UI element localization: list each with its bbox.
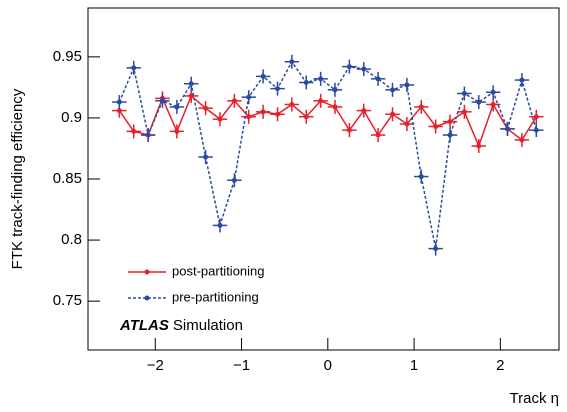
legend-marker: [144, 295, 150, 301]
point: [418, 174, 424, 180]
point: [461, 91, 467, 96]
point: [131, 128, 137, 134]
point: [188, 93, 194, 99]
point: [231, 177, 237, 183]
point: [289, 59, 295, 65]
annotation-bold: ATLAS: [119, 317, 169, 334]
annotation-normal: Simulation: [173, 317, 243, 334]
series-line: [118, 60, 538, 249]
point: [231, 98, 237, 104]
point: [490, 101, 496, 107]
point: [318, 98, 324, 104]
point: [289, 101, 295, 107]
point: [433, 123, 439, 129]
point: [476, 143, 482, 149]
point: [260, 73, 266, 79]
point: [505, 126, 511, 132]
point: [361, 66, 367, 72]
point: [188, 81, 194, 87]
point: [131, 65, 137, 71]
x-tick-label: 2: [496, 357, 504, 374]
point: [476, 99, 482, 105]
point: [303, 114, 309, 120]
point: [203, 154, 209, 160]
point: [433, 246, 439, 252]
x-tick-label: 1: [410, 357, 418, 374]
point: [447, 132, 453, 138]
point: [159, 98, 165, 104]
series-line: [118, 94, 537, 149]
point: [490, 89, 496, 95]
x-tick-label: −2: [147, 357, 164, 374]
point: [519, 77, 525, 83]
point: [418, 104, 424, 110]
y-tick-label: 0.75: [53, 292, 82, 309]
legend-label: pre-partitioning: [172, 289, 259, 304]
point: [145, 132, 151, 138]
point: [404, 121, 410, 127]
y-tick-label: 0.9: [61, 109, 82, 126]
point: [447, 119, 453, 125]
point: [217, 116, 223, 122]
y-tick-label: 0.95: [53, 48, 82, 65]
point: [519, 137, 525, 143]
point: [375, 76, 381, 82]
point: [332, 87, 338, 93]
point: [246, 94, 252, 100]
y-axis-label: FTK track-finding efficiency: [9, 88, 26, 269]
point: [174, 128, 180, 134]
point: [461, 109, 467, 115]
point: [217, 222, 223, 228]
point: [318, 76, 324, 82]
y-tick-label: 0.85: [53, 170, 82, 187]
point: [346, 127, 352, 133]
point: [346, 64, 352, 70]
legend-label: post-partitioning: [172, 263, 265, 278]
point: [260, 109, 266, 115]
point: [404, 82, 410, 88]
x-axis-label: Track η: [510, 390, 559, 407]
point: [390, 87, 396, 93]
point: [116, 99, 122, 105]
point: [533, 114, 539, 120]
point: [246, 114, 252, 120]
x-tick-label: 0: [324, 357, 332, 374]
point: [361, 108, 367, 114]
legend-marker: [144, 269, 150, 275]
point: [332, 104, 338, 110]
point: [275, 111, 281, 117]
point: [533, 127, 539, 133]
point: [275, 86, 281, 92]
y-tick-label: 0.8: [61, 231, 82, 248]
point: [203, 105, 209, 111]
point: [174, 104, 180, 110]
point: [390, 111, 396, 117]
point: [375, 132, 381, 138]
annotation: ATLAS Simulation: [119, 317, 243, 334]
point: [116, 108, 122, 114]
point: [303, 80, 309, 86]
x-tick-label: −1: [233, 357, 250, 374]
